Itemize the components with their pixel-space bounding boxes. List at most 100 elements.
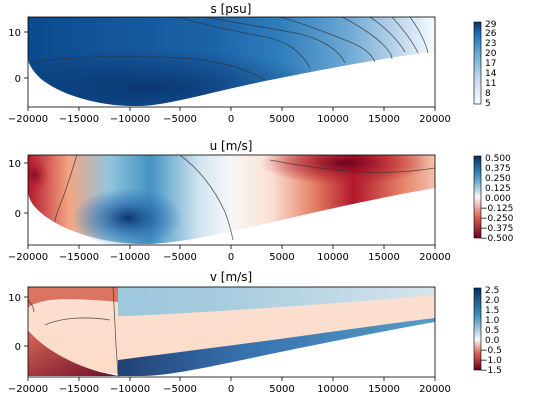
colorbar-tick-label: 0.250 bbox=[485, 174, 511, 184]
colorbar-tick-label: 29 bbox=[485, 20, 497, 30]
x-tick-label: 0 bbox=[228, 252, 234, 263]
x-tick-label: 15000 bbox=[368, 252, 400, 263]
x-tick-label: −15000 bbox=[59, 252, 99, 263]
x-tick-label: 20000 bbox=[419, 384, 451, 395]
colorbar-gradient bbox=[473, 287, 482, 371]
x-tick-label: −20000 bbox=[8, 114, 48, 125]
axes-frame bbox=[27, 286, 436, 378]
colorbar-tick-label: −0.5 bbox=[480, 346, 502, 356]
colorbar-tick-label: −1.5 bbox=[480, 366, 502, 376]
panel-title-salinity: s [psu] bbox=[211, 2, 252, 16]
u-contour bbox=[54, 155, 78, 223]
colorbar-tick-label: −1.0 bbox=[480, 356, 502, 366]
colorbar-tick-label: 2.5 bbox=[485, 286, 499, 296]
x-tick-label: 20000 bbox=[419, 114, 451, 125]
u-red-core bbox=[260, 155, 430, 185]
u-red-core-left bbox=[28, 157, 49, 193]
x-tick-label: 10000 bbox=[317, 252, 349, 263]
x-tick-label: 10000 bbox=[317, 384, 349, 395]
u-contour bbox=[179, 155, 234, 241]
x-tick-label: −5000 bbox=[163, 384, 197, 395]
panel-title-u: u [m/s] bbox=[210, 139, 253, 153]
salinity-contour bbox=[391, 17, 419, 54]
colorbar-tick-label: 23 bbox=[485, 39, 496, 49]
v-red-bottom bbox=[28, 330, 118, 376]
x-tick-label: −20000 bbox=[8, 384, 48, 395]
v-upper-band bbox=[118, 287, 435, 316]
salinity-contour bbox=[177, 17, 311, 69]
x-tick-label: −5000 bbox=[163, 114, 197, 125]
v-contour bbox=[28, 299, 35, 313]
colorbar-tick-label: 0.500 bbox=[485, 154, 511, 164]
colorbar-tick-label: −0.500 bbox=[480, 234, 514, 244]
y-axis: 10 0 bbox=[8, 293, 28, 353]
y-tick-label: 0 bbox=[15, 209, 21, 220]
x-tick-label: −20000 bbox=[8, 252, 48, 263]
salinity-contour bbox=[204, 17, 346, 64]
x-tick-label: 15000 bbox=[368, 114, 400, 125]
colorbar-tick-label: 0.000 bbox=[485, 194, 511, 204]
colorbar-tick-label: 0.375 bbox=[485, 164, 511, 174]
x-tick-label: 5000 bbox=[269, 252, 294, 263]
panel-title-v: v [m/s] bbox=[210, 270, 252, 284]
colorbar-tick-label: 0.125 bbox=[485, 184, 511, 194]
colorbar-tick-label: 17 bbox=[485, 59, 496, 69]
x-tick-label: −5000 bbox=[163, 252, 197, 263]
colorbar-tick-label: 0.0 bbox=[485, 336, 500, 346]
colorbar-tick-label: 5 bbox=[485, 99, 491, 109]
colorbar-tick-label: 14 bbox=[485, 69, 497, 79]
y-tick-label: 0 bbox=[15, 342, 21, 353]
colorbar-tick-label: −0.375 bbox=[480, 224, 513, 234]
y-tick-label: 10 bbox=[8, 28, 21, 39]
colorbar-tick-label: −0.250 bbox=[480, 214, 514, 224]
colorbar-tick-label: 1.5 bbox=[485, 306, 499, 316]
v-red-top bbox=[28, 287, 118, 308]
colorbar-tick-label: 11 bbox=[485, 79, 496, 89]
x-tick-label: −15000 bbox=[59, 384, 99, 395]
y-axis: 10 0 bbox=[8, 28, 28, 85]
axes-frame bbox=[27, 16, 436, 108]
colorbar-salinity: 29 26 23 20 17 14 11 8 5 bbox=[473, 20, 497, 109]
x-axis: −20000 −15000 −10000 −5000 0 5000 10000 … bbox=[8, 245, 451, 263]
u-contour bbox=[269, 159, 435, 173]
axes-frame bbox=[27, 154, 436, 246]
x-tick-label: 5000 bbox=[269, 114, 294, 125]
colorbar-tick-label: 8 bbox=[485, 89, 491, 99]
x-tick-label: −10000 bbox=[110, 252, 150, 263]
x-tick-label: −10000 bbox=[110, 384, 150, 395]
panel-u-velocity: u [m/s] 10 0 −20000 bbox=[8, 139, 514, 263]
colorbar-tick-label: 20 bbox=[485, 49, 497, 59]
colorbar-tick-label: −0.125 bbox=[480, 204, 513, 214]
x-axis: −20000 −15000 −10000 −5000 0 5000 10000 … bbox=[8, 377, 451, 395]
salinity-contour bbox=[279, 17, 376, 63]
x-tick-label: 0 bbox=[228, 114, 234, 125]
y-tick-label: 10 bbox=[8, 159, 21, 170]
y-tick-label: 0 bbox=[15, 74, 21, 85]
salinity-contour bbox=[409, 17, 429, 54]
y-tick-label: 10 bbox=[8, 293, 21, 304]
salinity-contour bbox=[28, 56, 266, 81]
v-contour bbox=[44, 317, 111, 326]
x-tick-label: 0 bbox=[228, 384, 234, 395]
colorbar-v: 2.5 2.0 1.5 1.0 0.5 0.0 −0.5 −1.0 −1.5 bbox=[473, 286, 502, 376]
x-tick-label: −10000 bbox=[110, 114, 150, 125]
x-tick-label: 10000 bbox=[317, 114, 349, 125]
colorbar-u: 0.500 0.375 0.250 0.125 0.000 −0.125 −0.… bbox=[473, 154, 514, 244]
v-contour bbox=[112, 287, 119, 377]
colorbar-tick-label: 1.0 bbox=[485, 316, 500, 326]
salinity-deep-core bbox=[28, 17, 435, 107]
x-tick-label: −15000 bbox=[59, 114, 99, 125]
panel-salinity: s [psu] 10 0 bbox=[8, 2, 497, 125]
colorbar-gradient bbox=[473, 21, 482, 105]
salinity-contour bbox=[369, 17, 406, 53]
v-lower-band bbox=[118, 318, 435, 376]
u-blue-core bbox=[73, 188, 183, 245]
x-tick-label: 20000 bbox=[419, 252, 451, 263]
x-tick-label: 15000 bbox=[368, 384, 400, 395]
y-axis: 10 0 bbox=[8, 159, 28, 220]
x-axis: −20000 −15000 −10000 −5000 0 5000 10000 … bbox=[8, 107, 451, 125]
panel-v-velocity: v [m/s] 10 0 −20000 bbox=[8, 270, 502, 395]
colorbar-gradient bbox=[473, 155, 482, 239]
salinity-contour bbox=[341, 17, 393, 60]
colorbar-tick-label: 0.5 bbox=[485, 326, 499, 336]
